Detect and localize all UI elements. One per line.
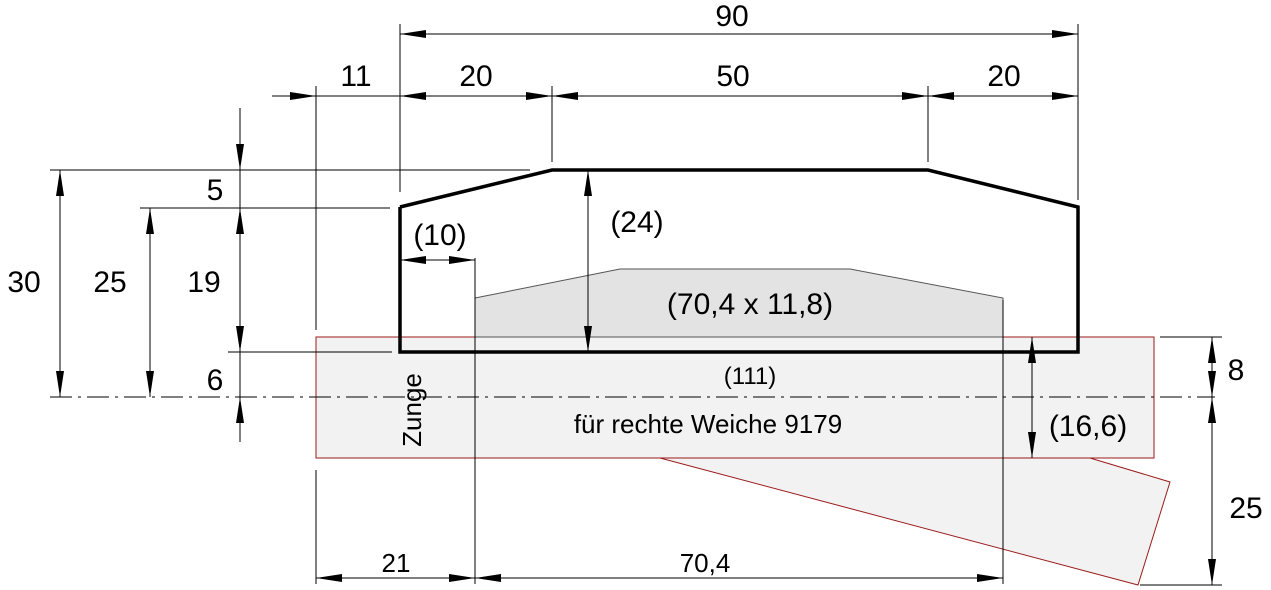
dim-20-left: 20 — [459, 60, 492, 93]
dim-25-right: 25 — [1229, 492, 1262, 525]
dim-50: 50 — [716, 60, 749, 93]
dim-111: (111) — [724, 363, 776, 390]
dim-11: 11 — [340, 60, 371, 93]
dimension-labels: 90 11 20 50 20 30 25 5 19 6 (24) (10) (7… — [7, 0, 1262, 578]
dim-20-right: 20 — [987, 60, 1020, 93]
caption: für rechte Weiche 9179 — [574, 409, 842, 439]
dim-70-4: 70,4 — [680, 548, 731, 578]
dim-90: 90 — [715, 0, 748, 33]
opening-size: (70,4 x 11,8) — [667, 288, 833, 321]
dim-6: 6 — [207, 364, 224, 397]
dim-21: 21 — [382, 548, 411, 578]
dimension-lines — [56, 30, 1216, 585]
dim-5: 5 — [207, 174, 224, 207]
dim-8: 8 — [1228, 354, 1245, 387]
dim-19: 19 — [187, 266, 220, 299]
diverging-track — [659, 457, 1171, 586]
dim-25-left: 25 — [93, 266, 126, 299]
zunge-label: Zunge — [397, 373, 427, 447]
profile-outline — [398, 168, 1080, 354]
dim-16-6: (16,6) — [1049, 410, 1127, 443]
dim-30: 30 — [7, 266, 40, 299]
dim-10: (10) — [413, 219, 466, 252]
dim-24: (24) — [610, 206, 663, 239]
